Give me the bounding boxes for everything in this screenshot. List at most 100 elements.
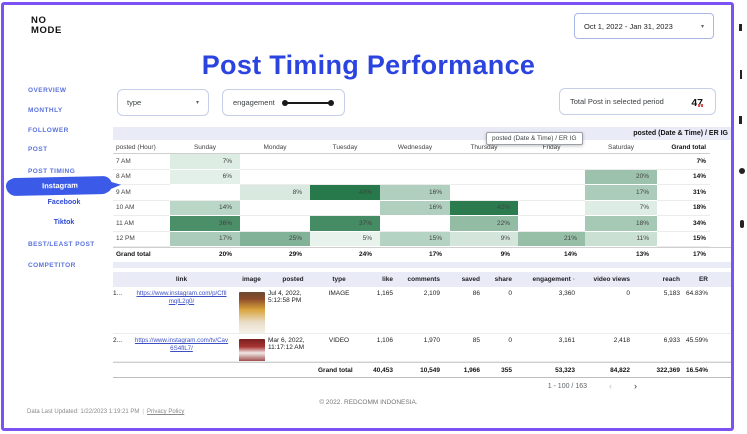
engagement-filter-label: engagement bbox=[233, 98, 275, 107]
sidebar-item-follower[interactable]: FOLLOWER bbox=[28, 127, 69, 134]
heatmap-cell: 17% bbox=[657, 247, 710, 263]
heatmap-cell: 31% bbox=[657, 185, 710, 201]
date-range-selector[interactable]: Oct 1, 2022 - Jan 31, 2023 ▾ bbox=[574, 13, 714, 39]
posts-col-header-link[interactable]: link bbox=[128, 272, 235, 287]
clipped-content-fragment bbox=[739, 116, 742, 124]
last-updated-text: Data Last Updated: 1/22/2023 1:19:21 PM bbox=[27, 409, 140, 415]
heatmap-cell: 37% bbox=[310, 216, 380, 232]
heatmap-cell: 14% bbox=[170, 200, 240, 216]
post-thumbnail bbox=[238, 339, 265, 361]
sidebar-item-post[interactable]: POST bbox=[28, 146, 48, 153]
sidebar-item-best-least-post[interactable]: BEST/LEAST POST bbox=[28, 241, 95, 248]
scorecard-value: 47 bbox=[691, 96, 703, 109]
heatmap-cell: 14% bbox=[518, 247, 585, 263]
sidebar-item-tiktok[interactable]: Tiktok bbox=[53, 219, 75, 226]
posts-gutter bbox=[710, 272, 733, 287]
pagination-range: 1 - 100 / 163 bbox=[547, 382, 587, 390]
post-type: IMAGE bbox=[318, 287, 360, 334]
heatmap-cell: 29% bbox=[240, 247, 310, 263]
heatmap-cell bbox=[518, 185, 585, 201]
post-like: 1,106 bbox=[360, 334, 395, 362]
post-share: 0 bbox=[482, 287, 514, 334]
slider-handle-right[interactable] bbox=[327, 99, 334, 106]
heatmap-row-label: 12 PM bbox=[113, 232, 170, 247]
date-range-value: Oct 1, 2022 - Jan 31, 2023 bbox=[584, 21, 673, 31]
posts-section-strip bbox=[113, 262, 733, 268]
heatmap-col-header-sunday: Sunday bbox=[170, 141, 240, 154]
post-reach: 5,183 bbox=[632, 287, 682, 334]
heatmap-cell: 5% bbox=[310, 231, 380, 247]
heatmap-cell: 20% bbox=[585, 169, 657, 185]
range-slider[interactable] bbox=[281, 99, 334, 107]
posts-col-header-saved[interactable]: saved bbox=[442, 272, 482, 287]
heatmap-cell bbox=[518, 154, 585, 170]
sidebar-item-post-timing[interactable]: POST TIMING bbox=[28, 168, 76, 175]
heatmap-col-header-saturday: Saturday bbox=[585, 141, 657, 154]
type-filter-dropdown[interactable]: type ▾ bbox=[117, 89, 209, 116]
posts-col-header-video-views[interactable]: video views bbox=[577, 272, 632, 287]
posts-col-header-engagement[interactable]: engagement · bbox=[514, 272, 577, 287]
heatmap-col-header-wednesday: Wednesday bbox=[380, 141, 450, 154]
post-posted-date: Mar 6, 2022, 11:17:12 AM bbox=[268, 334, 318, 362]
sidebar-item-competitor[interactable]: COMPETITOR bbox=[28, 262, 76, 269]
heatmap-cell bbox=[518, 216, 585, 232]
heatmap-cell bbox=[310, 170, 380, 185]
heatmap-cell: 7% bbox=[657, 154, 710, 170]
heatmap-gutter bbox=[710, 247, 733, 263]
heatmap-cell bbox=[240, 170, 310, 185]
posts-col-header-reach[interactable]: reach bbox=[632, 272, 682, 287]
privacy-policy-link[interactable]: Privacy Policy bbox=[146, 409, 185, 415]
heatmap-cell: 34% bbox=[657, 216, 710, 232]
clipped-content-fragment bbox=[740, 220, 744, 228]
posts-col-header-comments[interactable]: comments bbox=[395, 272, 442, 287]
post-link[interactable]: https://www.instagram.com/tv/Cav6S4flL7/ bbox=[134, 337, 229, 352]
posts-col-header-like[interactable]: like bbox=[360, 272, 395, 287]
pagination: 1 - 100 / 163 ‹ › bbox=[113, 379, 733, 393]
slider-track bbox=[283, 102, 332, 104]
grand-total-video-views: 84,822 bbox=[577, 362, 632, 378]
page-title: Post Timing Performance bbox=[201, 50, 536, 80]
heatmap-gutter bbox=[710, 170, 733, 186]
heatmap-cell: 24% bbox=[310, 247, 380, 263]
heatmap-col-header-posted-hour: posted (Hour) bbox=[113, 141, 170, 154]
heatmap-gutter bbox=[710, 201, 733, 217]
sidebar-item-overview[interactable]: OVERVIEW bbox=[28, 87, 67, 94]
heatmap-cell: 7% bbox=[170, 154, 240, 170]
post-row-number: 1... bbox=[113, 287, 128, 334]
heatmap-cell: 17% bbox=[380, 247, 450, 263]
post-link[interactable]: https://www.instagram.com/p/CfIlmqlL2g0/ bbox=[136, 290, 227, 305]
posts-col-header-posted[interactable]: posted bbox=[268, 272, 318, 287]
post-comments: 1,970 bbox=[395, 334, 442, 362]
heatmap-cell bbox=[380, 154, 450, 170]
sidebar-item-facebook[interactable]: Facebook bbox=[47, 199, 81, 206]
post-er: 64.83% bbox=[682, 287, 710, 334]
heatmap-cell: 16% bbox=[380, 185, 450, 201]
grand-total-engagement: 53,323 bbox=[514, 362, 577, 378]
posts-col-header-image[interactable]: image bbox=[235, 272, 268, 287]
posts-col-header-er[interactable]: ER bbox=[682, 272, 710, 287]
posts-col-header-type[interactable]: type bbox=[318, 272, 360, 287]
heatmap-cell: 17% bbox=[585, 185, 657, 201]
heatmap-cell: 36% bbox=[170, 216, 240, 232]
heatmap-col-header-grand-total: Grand total bbox=[657, 141, 710, 154]
next-page-button[interactable]: › bbox=[634, 380, 637, 391]
posts-col-header-share[interactable]: share bbox=[482, 272, 514, 287]
total-post-scorecard: Total Post in selected period 47 bbox=[559, 88, 716, 115]
post-video-views: 0 bbox=[577, 287, 632, 334]
scorecard-label: Total Post in selected period bbox=[570, 97, 664, 106]
sidebar-item-instagram-active[interactable]: Instagram bbox=[7, 175, 113, 196]
heatmap-cell: 9% bbox=[450, 231, 518, 247]
prev-page-button[interactable]: ‹ bbox=[609, 380, 612, 391]
heatmap-gutter bbox=[710, 232, 733, 248]
sidebar-item-monthly[interactable]: MONTHLY bbox=[28, 107, 63, 114]
heatmap-cell bbox=[450, 154, 518, 170]
post-share: 0 bbox=[482, 334, 514, 362]
footer-meta: Data Last Updated: 1/22/2023 1:19:21 PM |… bbox=[27, 409, 184, 415]
grand-total-share: 355 bbox=[482, 362, 514, 378]
engagement-filter[interactable]: engagement bbox=[222, 89, 345, 116]
post-saved: 86 bbox=[442, 287, 482, 334]
heatmap-row-label: 11 AM bbox=[113, 216, 170, 232]
sidebar-nav: OVERVIEW MONTHLY FOLLOWER POST POST TIMING In… bbox=[0, 0, 130, 434]
sort-indicator-icon: · bbox=[572, 276, 575, 283]
heatmap-gutter bbox=[710, 216, 733, 232]
